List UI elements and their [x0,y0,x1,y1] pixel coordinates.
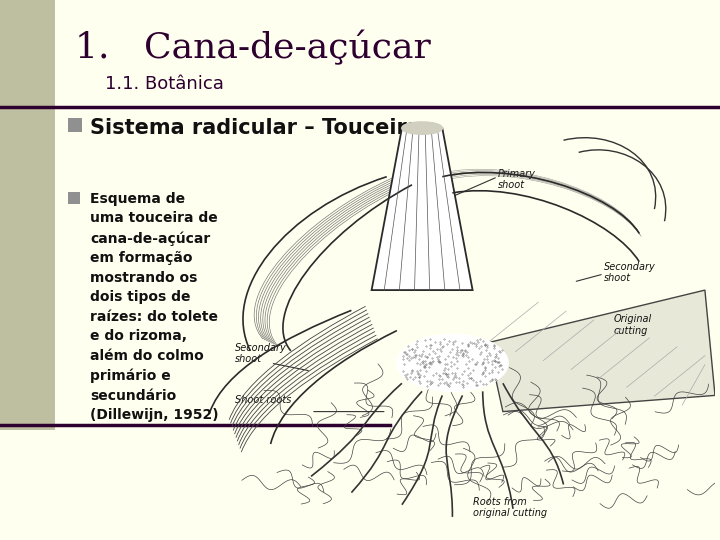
Text: Secondary
shoot: Secondary shoot [604,262,656,284]
Text: Esquema de
uma touceira de
cana-de-açúcar
em formação
mostrando os
dois tipos de: Esquema de uma touceira de cana-de-açúca… [90,192,219,422]
Bar [68,192,80,204]
Text: Secondary
shoot: Secondary shoot [235,343,287,364]
Text: Primary
shoot: Primary shoot [498,168,536,190]
Polygon shape [487,290,715,411]
Text: 1.   Cana-de-açúcar: 1. Cana-de-açúcar [75,30,431,65]
Polygon shape [372,128,472,290]
Text: Roots from
original cutting: Roots from original cutting [472,497,546,518]
Text: Shoot roots: Shoot roots [235,395,292,406]
Bar [0,0,55,430]
Ellipse shape [397,335,508,392]
Bar [68,118,82,132]
Text: 1.1. Botânica: 1.1. Botânica [105,75,224,93]
Ellipse shape [402,122,442,134]
Text: Original
cutting: Original cutting [614,314,652,336]
Text: Sistema radicular – Touceira: Sistema radicular – Touceira [90,118,421,138]
